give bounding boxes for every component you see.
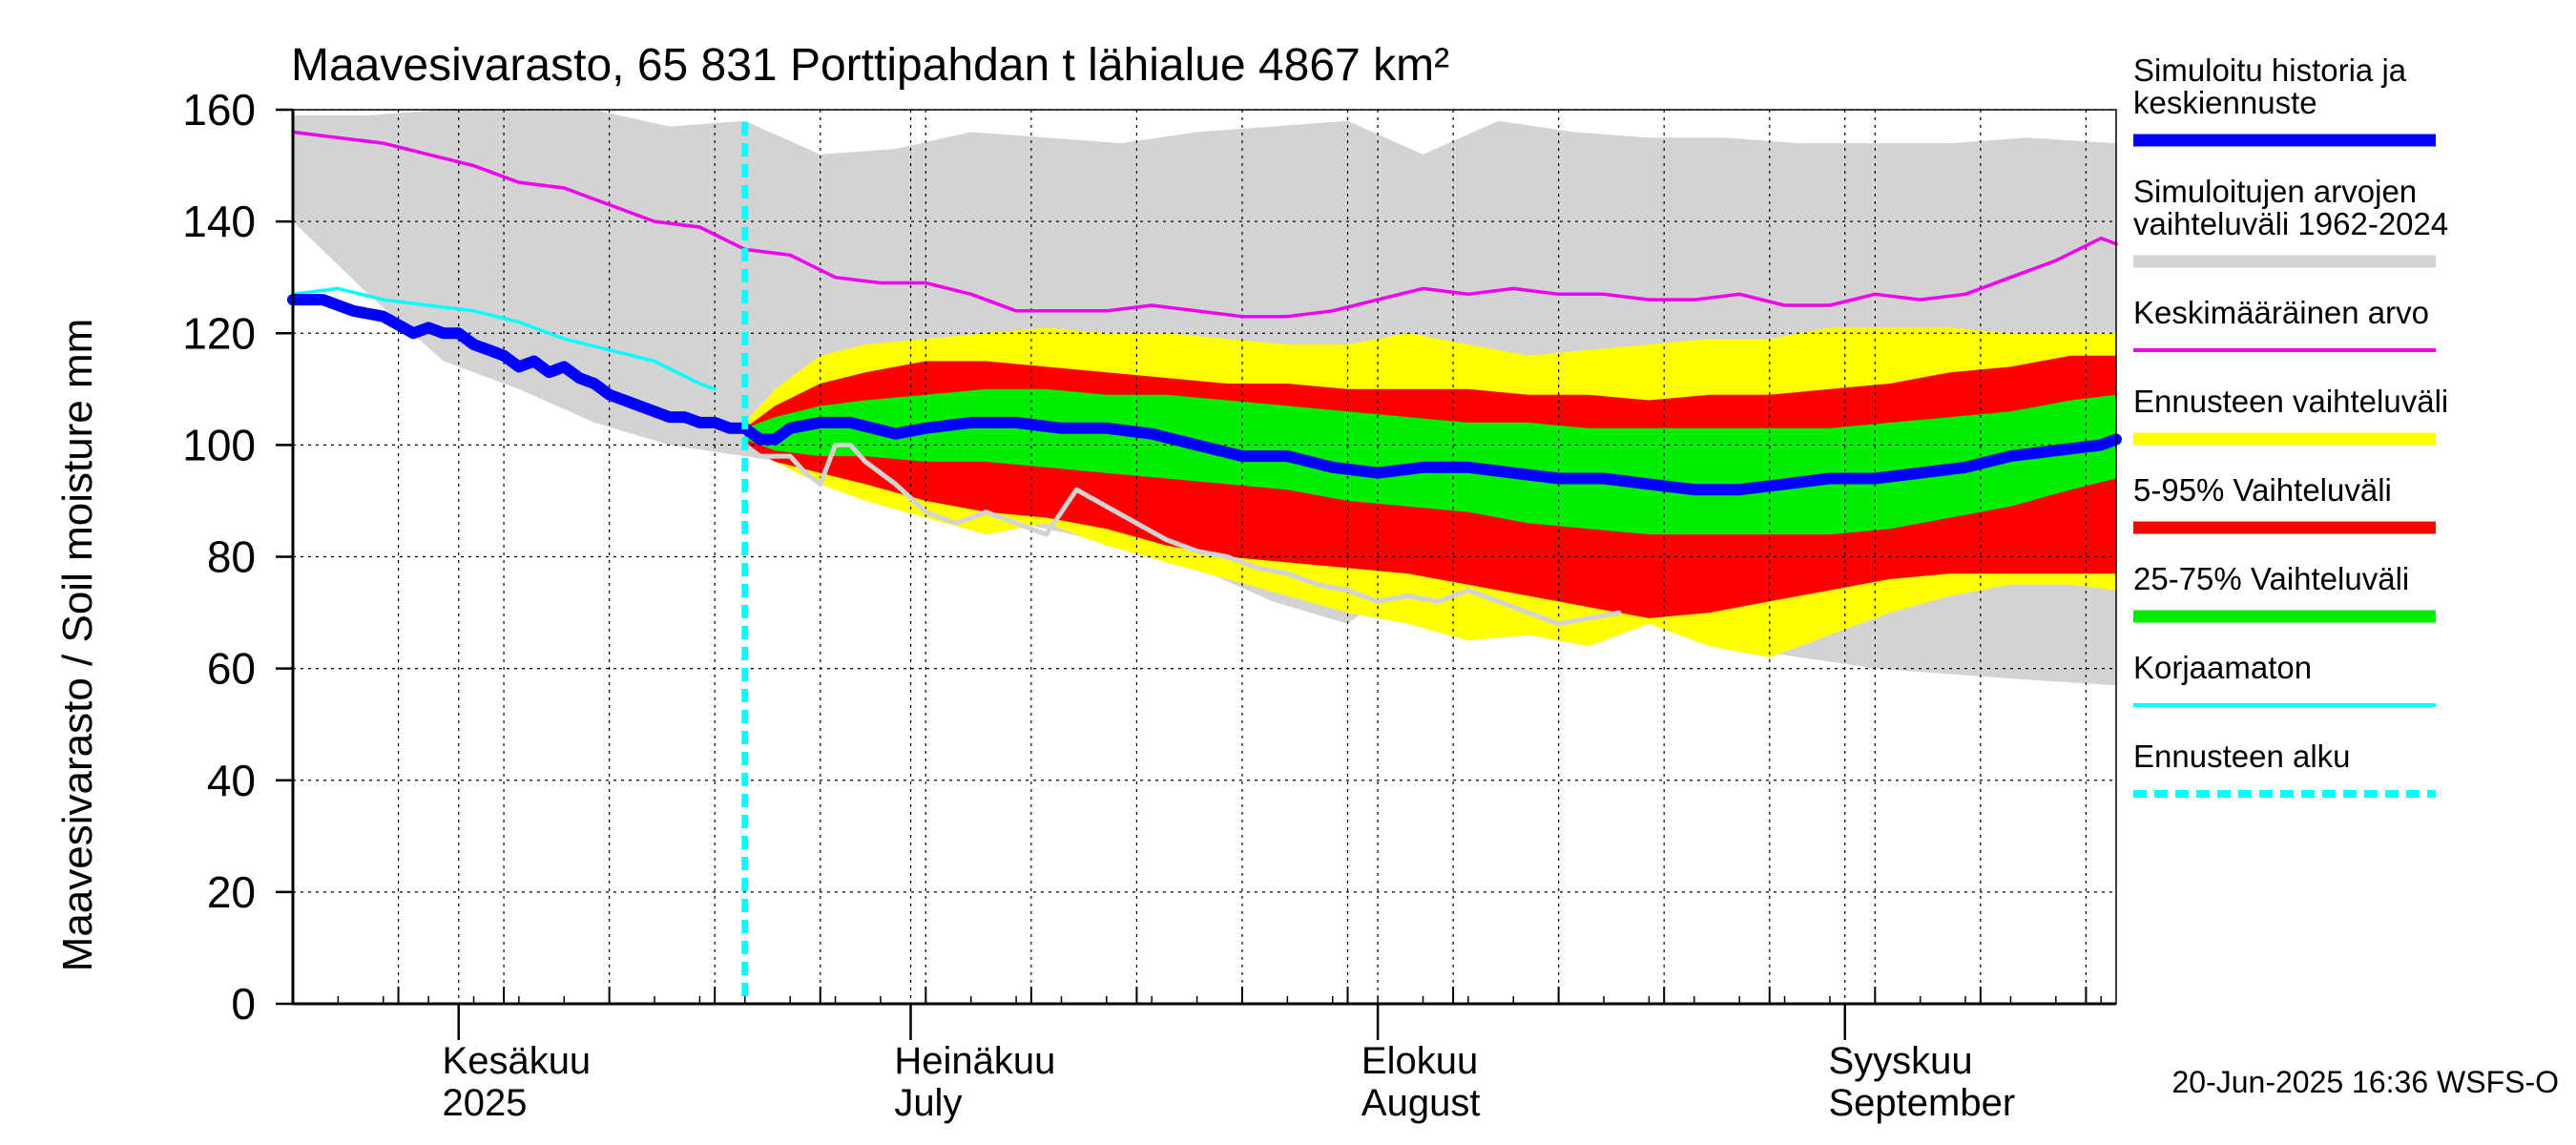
series-grey-history-line	[742, 442, 1622, 627]
month-label-syyskuu: Syyskuu	[1829, 1040, 1973, 1082]
legend-label-8: Ennusteen alku	[2133, 739, 2351, 774]
month-label-elokuu: Elokuu	[1361, 1040, 1478, 1082]
series-simuloitu-historia-ja-keskiennuste	[287, 294, 2122, 496]
y-tick-label-140: 140	[182, 197, 256, 246]
legend-label-6: 25-75% Vaihteluväli	[2133, 561, 2409, 596]
month-sublabel-july: July	[894, 1082, 962, 1124]
month-label-heinakuu: Heinäkuu	[894, 1040, 1055, 1082]
series-korjaamaton	[291, 286, 717, 391]
legend-label-1: keskiennuste	[2133, 85, 2317, 120]
month-label-kesakuu: Kesäkuu	[443, 1040, 592, 1082]
y-tick-label-60: 60	[207, 644, 256, 694]
legend-label-2: vaihteluväli 1962-2024	[2133, 206, 2448, 241]
legend-label-2: Simuloitujen arvojen	[2133, 174, 2417, 209]
legend-label-5: 5-95% Vaihteluväli	[2133, 472, 2392, 508]
y-tick-label-0: 0	[231, 979, 256, 1029]
legend-label-3: Keskimääräinen arvo	[2133, 295, 2429, 330]
y-tick-label-160: 160	[182, 85, 256, 135]
legend-label-4: Ennusteen vaihteluväli	[2133, 384, 2448, 419]
footer-timestamp: 20-Jun-2025 16:36 WSFS-O	[2171, 1065, 2559, 1099]
y-tick-label-120: 120	[182, 308, 256, 358]
chart-title: Maavesivarasto, 65 831 Porttipahdan t lä…	[291, 40, 1449, 91]
legend-label-1: Simuloitu historia ja	[2133, 52, 2407, 88]
series-keskimaarainen-arvo	[291, 130, 2118, 319]
y-tick-label-40: 40	[207, 756, 256, 805]
y-axis-label: Maavesivarasto / Soil moisture mm	[54, 319, 101, 972]
y-tick-label-80: 80	[207, 532, 256, 582]
y-tick-label-20: 20	[207, 867, 256, 917]
legend-label-7: Korjaamaton	[2133, 650, 2312, 685]
month-sublabel-2025: 2025	[443, 1082, 528, 1124]
y-tick-label-100: 100	[182, 420, 256, 469]
month-sublabel-september: September	[1829, 1082, 2016, 1124]
month-sublabel-august: August	[1361, 1082, 1481, 1124]
